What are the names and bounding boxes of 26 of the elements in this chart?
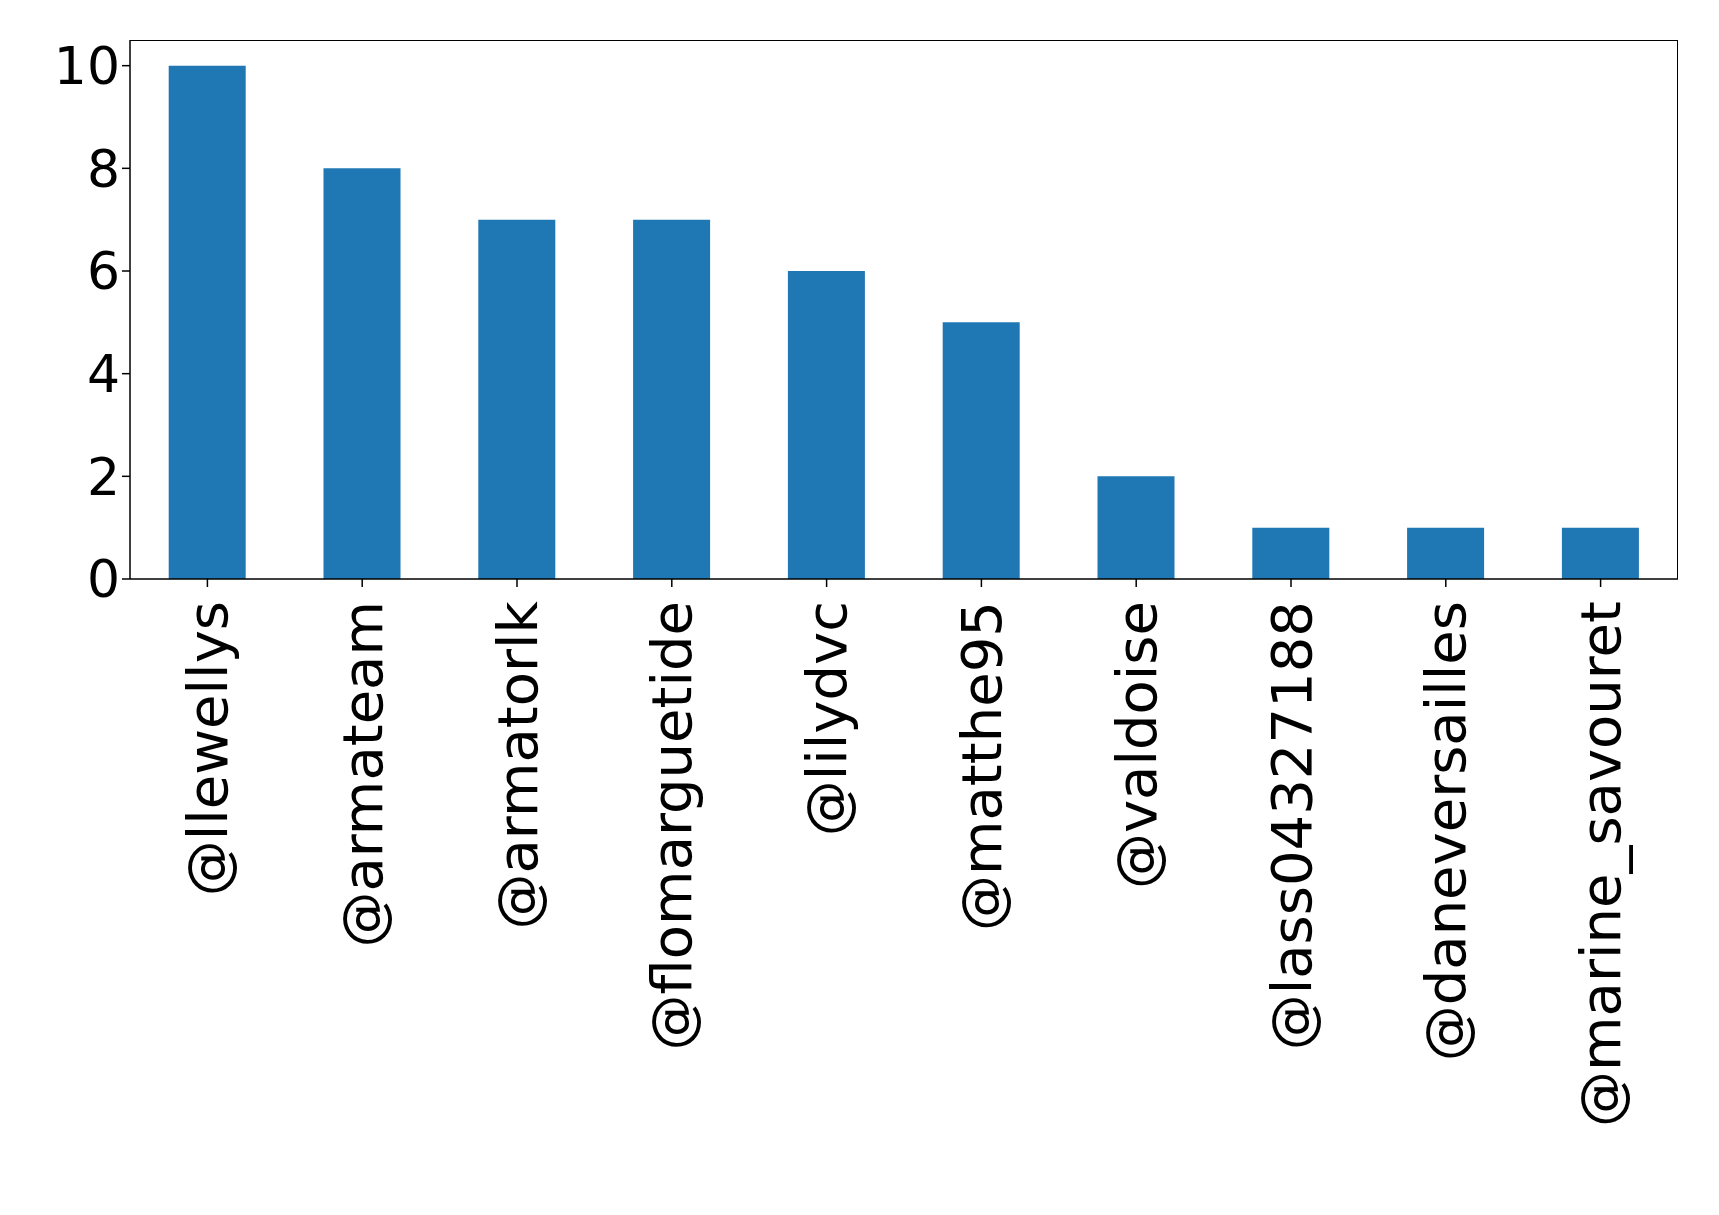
- bar: [1407, 527, 1485, 579]
- x-tick-label: @matthe95: [948, 601, 1014, 931]
- x-tick-label: @valdoise: [1103, 601, 1169, 890]
- y-tick-label: 10: [53, 36, 120, 97]
- bar: [1561, 527, 1639, 579]
- bar: [942, 322, 1020, 579]
- x-tick-label: @armateam: [329, 601, 395, 948]
- bar: [168, 65, 246, 579]
- y-tick-label: 0: [86, 549, 120, 610]
- bar: [787, 271, 865, 579]
- x-tick-label: @marine_savouret: [1568, 601, 1634, 1127]
- x-tick-label: @armatorlk: [484, 600, 550, 930]
- x-tick-label: @lilydvc: [794, 601, 860, 837]
- y-tick-label: 2: [86, 446, 120, 507]
- x-tick-label: @daneversailles: [1413, 601, 1479, 1062]
- bar: [478, 219, 556, 579]
- bar: [633, 219, 711, 579]
- bar: [323, 168, 401, 579]
- y-tick-label: 8: [86, 138, 120, 199]
- y-tick-label: 6: [86, 241, 120, 302]
- x-tick-label: @flomarguetide: [639, 601, 705, 1051]
- bar: [1252, 527, 1330, 579]
- y-tick-label: 4: [86, 344, 120, 405]
- x-tick-label: @llewellys: [174, 601, 240, 897]
- x-tick-label: @lass04327188: [1258, 601, 1324, 1051]
- bar: [1097, 476, 1175, 579]
